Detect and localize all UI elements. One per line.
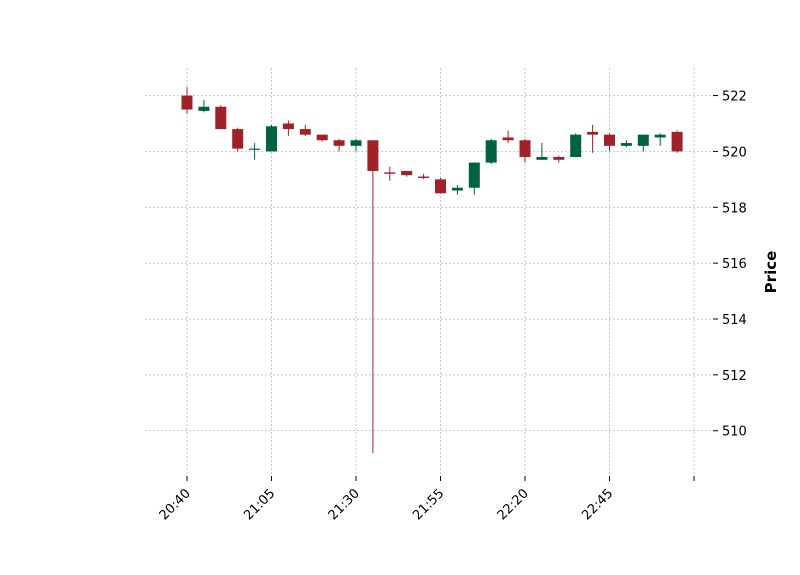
candle-body (266, 126, 277, 152)
axis-layer: 510 512 514 516 518 520 522 20:40 21:05 21:30 21:5… (157, 90, 747, 524)
candle-body (587, 131, 599, 135)
y-tick-label: 518 (722, 201, 747, 216)
candle (401, 170, 413, 177)
candle-body (654, 134, 666, 138)
grid-layer (145, 68, 713, 476)
candle-body (671, 131, 683, 152)
y-tick-label: 512 (722, 369, 747, 384)
y-axis-title: Price (762, 251, 780, 294)
candle (418, 173, 430, 180)
candle (485, 138, 497, 164)
candle (333, 138, 345, 152)
candle-body (333, 140, 345, 146)
candle-body (299, 129, 311, 135)
x-tick-label: 21:30 (326, 486, 363, 523)
candle (249, 143, 261, 160)
candle-body (451, 187, 463, 191)
candle (519, 138, 531, 163)
x-tick-label: 22:45 (579, 486, 616, 523)
candle (468, 162, 480, 195)
candle (232, 127, 244, 152)
x-tick-label: 22:20 (495, 486, 532, 523)
candle (435, 177, 446, 194)
candle (299, 124, 311, 137)
candle (553, 155, 565, 163)
candle-body (215, 106, 227, 130)
candle-body (435, 179, 446, 194)
candle (384, 166, 396, 181)
candle (570, 133, 582, 158)
candle (637, 134, 649, 152)
candle (620, 140, 632, 148)
y-tick-label: 514 (722, 313, 747, 328)
candle-body (637, 134, 649, 146)
candle-layer (181, 87, 683, 454)
candle (536, 143, 548, 160)
candle (587, 124, 599, 153)
candle (198, 99, 210, 113)
candle-body (198, 106, 210, 111)
y-tick-label: 522 (722, 90, 747, 105)
candle-body (468, 162, 480, 188)
candle-body (519, 140, 531, 158)
candle (316, 134, 328, 142)
candle-body (316, 134, 328, 141)
candle (350, 138, 362, 152)
candle-body (367, 140, 379, 171)
candle (451, 184, 463, 195)
candle-body (536, 157, 548, 160)
y-tick-label: 516 (722, 257, 747, 272)
candle-body (282, 123, 294, 130)
candle (502, 130, 514, 144)
candle-body (485, 140, 497, 163)
x-tick-label: 21:55 (410, 486, 447, 523)
candle-body (401, 170, 413, 176)
x-tick-label: 21:05 (241, 486, 278, 523)
y-tick-label: 510 (722, 425, 747, 440)
candle-body (620, 143, 632, 146)
candle-body (604, 134, 615, 146)
x-tick-label: 20:40 (157, 486, 194, 523)
candle (604, 133, 615, 152)
candle-body (232, 129, 244, 149)
candle (671, 130, 683, 153)
candle (181, 87, 193, 114)
candle-body (181, 95, 193, 110)
candle (266, 124, 277, 152)
candle-body (384, 172, 396, 174)
candle (215, 105, 227, 130)
candle-body (570, 134, 582, 158)
candle-body (502, 137, 514, 141)
y-tick-label: 520 (722, 145, 747, 160)
candle (654, 133, 666, 146)
candle-body (350, 140, 362, 146)
candle-body (418, 176, 430, 178)
candle (282, 120, 294, 137)
candle (367, 140, 379, 454)
candle-body (553, 157, 565, 160)
candle-body (249, 148, 261, 150)
